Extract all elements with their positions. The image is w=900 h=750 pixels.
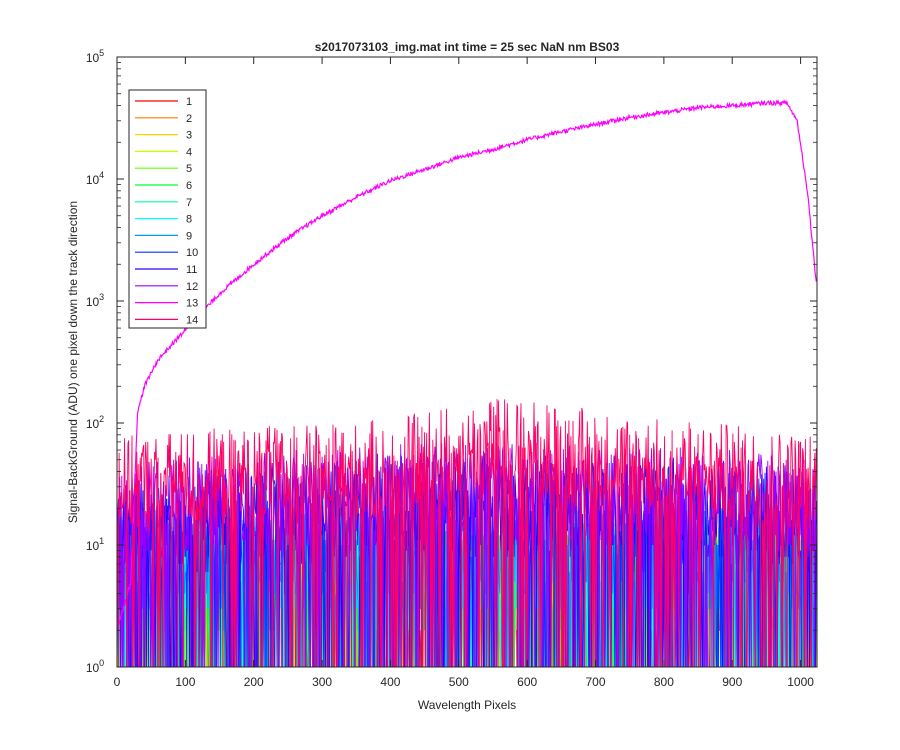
x-tick-label: 800 xyxy=(654,675,674,689)
legend-label-7: 7 xyxy=(186,197,192,209)
y-tick-label: 100 xyxy=(86,658,104,675)
x-tick-label: 200 xyxy=(244,675,264,689)
y-axis-label: Signal-BackGround (ADU) one pixel down t… xyxy=(66,201,80,523)
legend-label-14: 14 xyxy=(186,314,198,326)
legend-label-2: 2 xyxy=(186,113,192,125)
series-line-13 xyxy=(117,98,817,631)
y-tick-label: 104 xyxy=(86,170,104,187)
x-tick-label: 700 xyxy=(586,675,606,689)
legend-label-12: 12 xyxy=(186,281,198,293)
legend-label-5: 5 xyxy=(186,163,192,175)
x-axis-label: Wavelength Pixels xyxy=(418,698,516,712)
plot-area xyxy=(117,57,817,667)
y-tick-label: 105 xyxy=(86,48,104,65)
x-tick-label: 900 xyxy=(722,675,742,689)
x-tick-label: 1000 xyxy=(787,675,814,689)
x-tick-label: 100 xyxy=(175,675,195,689)
y-tick-label: 101 xyxy=(86,536,104,553)
legend-label-1: 1 xyxy=(186,96,192,108)
legend-label-3: 3 xyxy=(186,130,192,142)
series-layer xyxy=(117,98,817,667)
axes-box xyxy=(116,56,818,668)
x-tick-label: 300 xyxy=(312,675,332,689)
axes-layer: 0 100 200 300 400 500 600 700 800 900 100010010110… xyxy=(86,48,818,689)
x-tick-label: 400 xyxy=(380,675,400,689)
legend-label-4: 4 xyxy=(186,146,192,158)
y-tick-label: 103 xyxy=(86,292,104,309)
y-tick-label: 102 xyxy=(86,414,104,431)
legend-box xyxy=(128,89,207,329)
legend-label-10: 10 xyxy=(186,247,198,259)
x-tick-label: 500 xyxy=(449,675,469,689)
legend-label-6: 6 xyxy=(186,180,192,192)
legend-label-9: 9 xyxy=(186,230,192,242)
legend-label-13: 13 xyxy=(186,298,198,310)
legend-label-11: 11 xyxy=(186,264,197,276)
x-tick-label: 0 xyxy=(114,675,121,689)
legend-label-8: 8 xyxy=(186,214,192,226)
series-line-14 xyxy=(117,399,817,667)
chart-title: s2017073103_img.mat int time = 25 sec Na… xyxy=(315,40,620,54)
x-tick-label: 600 xyxy=(517,675,537,689)
